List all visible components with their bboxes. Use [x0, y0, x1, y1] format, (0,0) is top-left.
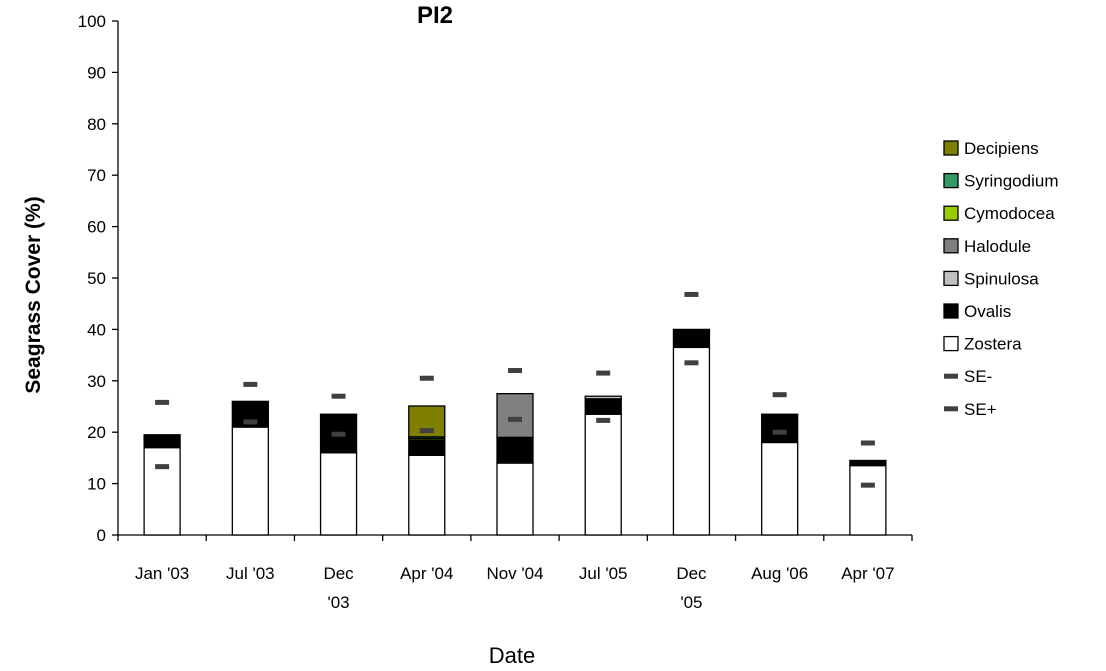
bar-ovalis	[143, 434, 181, 449]
marker-seminus	[331, 431, 346, 437]
marker-seplus	[772, 392, 787, 398]
marker-seplus	[155, 399, 170, 405]
bar-zostera	[319, 452, 358, 536]
x-tick-label: Dec	[323, 564, 354, 583]
bar-halodule	[496, 392, 534, 438]
bar-ovalis	[761, 413, 799, 444]
legend-swatch-ovalis	[943, 303, 959, 319]
y-tick-label: 40	[87, 320, 106, 339]
legend-swatch-zostera	[943, 335, 959, 352]
bar-ovalis	[408, 439, 446, 456]
legend: Decipiens Syringodium Cymodocea Halodule Spi…	[943, 139, 1059, 419]
x-tick-label: Apr '04	[400, 564, 453, 583]
marker-seplus	[596, 370, 611, 376]
bar-ovalis	[496, 436, 534, 464]
legend-label-syringodium: Syringodium	[964, 172, 1059, 191]
legend-swatch-halodule	[943, 238, 959, 254]
x-tick-label: Dec	[676, 564, 707, 583]
y-tick-label: 0	[97, 526, 106, 545]
legend-swatch-se-plus	[944, 406, 958, 412]
bar-zostera	[496, 462, 534, 536]
bar-zostera	[143, 446, 181, 536]
y-tick-label: 50	[87, 269, 106, 288]
legend-label-spinulosa: Spinulosa	[964, 269, 1039, 288]
legend-label-se-plus: SE+	[964, 400, 997, 419]
legend-label-zostera: Zostera	[964, 335, 1022, 354]
marker-seplus	[243, 381, 258, 387]
x-tick-label: Jul '05	[579, 564, 628, 583]
chart-title: PI2	[417, 2, 453, 29]
legend-label-decipiens: Decipiens	[964, 139, 1039, 158]
x-tick-label: '03	[327, 593, 349, 612]
y-tick-label: 80	[87, 115, 106, 134]
marker-seminus	[772, 429, 787, 435]
marker-seminus	[243, 419, 258, 425]
bar-zostera	[672, 346, 711, 536]
legend-label-halodule: Halodule	[964, 237, 1031, 256]
bar-spinulosa	[584, 395, 622, 400]
legend-swatch-syringodium	[943, 172, 959, 189]
bar-ovalis	[849, 459, 887, 467]
marker-seplus	[508, 368, 522, 374]
marker-seminus	[596, 417, 611, 423]
bar-ovalis	[672, 328, 711, 349]
legend-swatch-cymodocea	[943, 205, 959, 221]
x-tick-label: Nov '04	[486, 564, 543, 583]
x-tick-label: Apr '07	[841, 564, 894, 583]
legend-swatch-spinulosa	[943, 270, 959, 287]
marker-seminus	[860, 482, 875, 488]
legend-swatch-decipiens	[943, 140, 959, 156]
bar-zostera	[231, 426, 269, 536]
bar-zostera	[408, 454, 446, 536]
marker-seminus	[508, 416, 522, 422]
legend-label-se-minus: SE-	[964, 367, 992, 386]
y-tick-label: 20	[87, 423, 106, 442]
y-tick-label: 30	[87, 372, 106, 391]
x-axis-title: Date	[489, 643, 535, 668]
bar-ovalis	[584, 398, 622, 415]
bar-zostera	[584, 413, 622, 536]
y-tick-label: 10	[87, 475, 106, 494]
legend-label-ovalis: Ovalis	[964, 302, 1011, 321]
legend-label-cymodocea: Cymodocea	[964, 204, 1055, 223]
bar-zostera	[849, 464, 887, 536]
x-tick-label: '05	[680, 593, 702, 612]
legend-swatch-se-minus	[944, 373, 958, 379]
marker-seplus	[419, 375, 434, 381]
marker-seminus	[684, 360, 699, 366]
x-tick-label: Jul '03	[226, 564, 275, 583]
plot-area: 0 10 20 30 40 50 60 70 80 90 100 Jan '03 Jul '03 Dec '…	[78, 12, 913, 612]
x-tick-label: Aug '06	[751, 564, 808, 583]
marker-seplus	[684, 291, 699, 297]
bar-zostera	[761, 441, 799, 536]
y-tick-label: 70	[87, 166, 106, 185]
x-tick-label: Jan '03	[135, 564, 189, 583]
y-tick-label: 100	[78, 12, 106, 31]
marker-seminus	[419, 428, 434, 434]
y-tick-label: 60	[87, 218, 106, 237]
y-tick-label: 90	[87, 63, 106, 82]
marker-seminus	[155, 464, 170, 470]
marker-seplus	[331, 393, 346, 399]
y-axis-title: Seagrass Cover (%)	[22, 196, 45, 393]
marker-seplus	[860, 440, 875, 446]
